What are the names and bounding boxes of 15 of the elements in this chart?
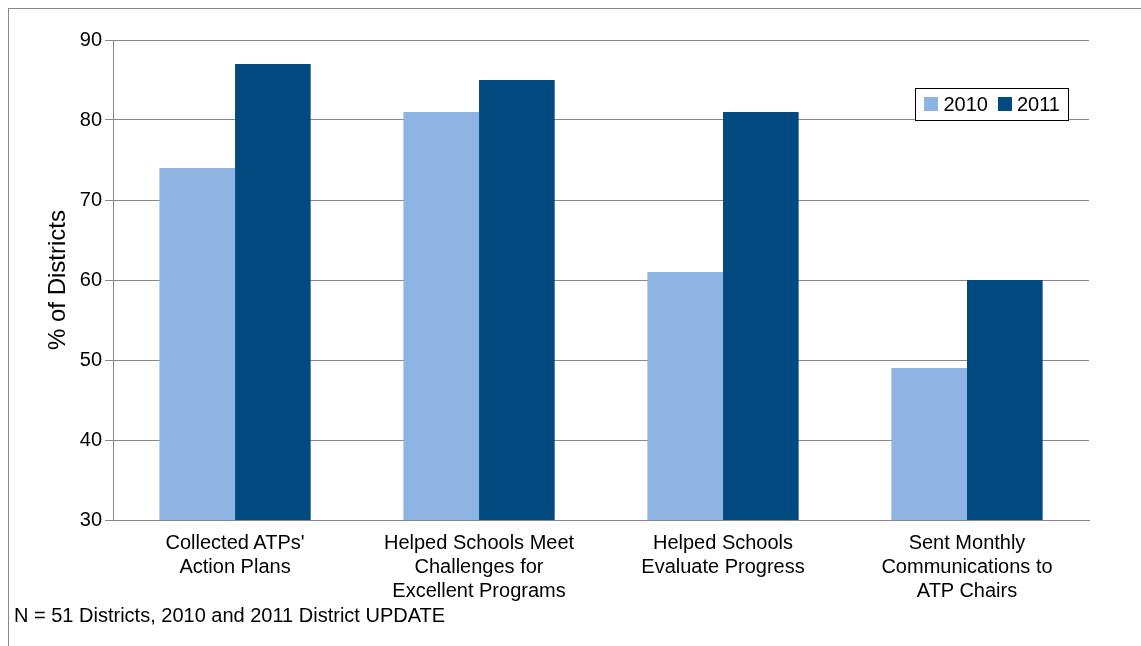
y-tick-label: 90: [79, 27, 103, 50]
legend-label: 2011: [1016, 93, 1060, 116]
y-axis-title: % of Districts: [43, 209, 71, 351]
x-tick-label: Collected ATPs' Action Plans: [165, 530, 305, 577]
y-tick-label: 50: [79, 347, 103, 370]
y-tick-label: 70: [79, 187, 103, 210]
x-tick-label: Helped Schools Evaluate Progress: [641, 530, 805, 577]
text: N = 51 Districts, 2010 and 2011 District UPDATE: [14, 604, 446, 627]
y-tick-label: 40: [79, 427, 103, 450]
x-tick-label: Helped Schools Meet Challenges for Excellent Programs: [383, 530, 575, 601]
y-tick-label: 30: [79, 507, 103, 530]
y-tick-label: 60: [79, 267, 103, 290]
y-tick-label: 80: [79, 107, 103, 130]
x-tick-label: Sent Monthly Communications to ATP Chairs: [881, 530, 1053, 601]
legend-label: 2010: [942, 93, 988, 116]
